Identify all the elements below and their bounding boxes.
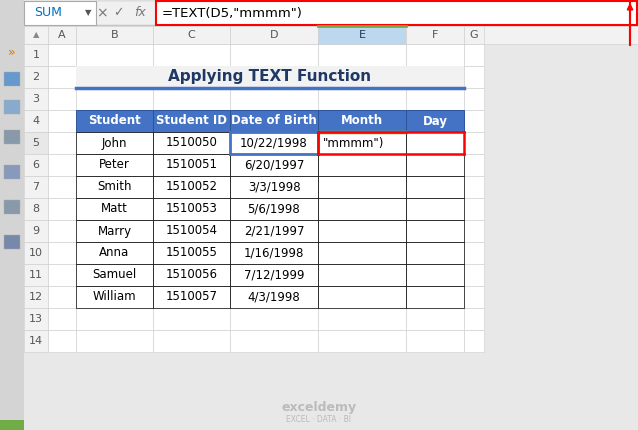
Text: fx: fx: [134, 6, 146, 19]
Text: 5/6/1998: 5/6/1998: [248, 203, 300, 215]
Text: B: B: [110, 30, 118, 40]
Text: 3/3/1998: 3/3/1998: [248, 181, 300, 194]
Text: 1510051: 1510051: [165, 159, 218, 172]
Text: 2/21/1997: 2/21/1997: [244, 224, 304, 237]
Text: Matt: Matt: [101, 203, 128, 215]
Text: 1: 1: [33, 50, 40, 60]
Text: 10: 10: [29, 248, 43, 258]
Text: 8: 8: [33, 204, 40, 214]
Text: A: A: [58, 30, 66, 40]
Text: 6: 6: [33, 160, 40, 170]
Text: ▼: ▼: [85, 9, 91, 18]
Text: 1510055: 1510055: [166, 246, 218, 259]
Text: William: William: [93, 291, 137, 304]
Text: Student: Student: [88, 114, 141, 128]
Text: 10/22/1998: 10/22/1998: [240, 136, 308, 150]
Text: ▲: ▲: [33, 31, 40, 40]
Text: D: D: [270, 30, 278, 40]
Text: "mmmm"): "mmmm"): [323, 136, 384, 150]
Text: SUM: SUM: [34, 6, 62, 19]
Text: »: »: [8, 46, 16, 58]
Text: E: E: [359, 30, 366, 40]
Text: 5: 5: [33, 138, 40, 148]
Text: 1510057: 1510057: [165, 291, 218, 304]
Text: 11: 11: [29, 270, 43, 280]
Text: 1510053: 1510053: [166, 203, 218, 215]
Text: Peter: Peter: [99, 159, 130, 172]
Text: Smith: Smith: [97, 181, 132, 194]
Text: 4: 4: [33, 116, 40, 126]
Text: F: F: [432, 30, 438, 40]
Text: Day: Day: [422, 114, 447, 128]
Text: 7/12/1999: 7/12/1999: [244, 268, 304, 282]
Text: 3: 3: [33, 94, 40, 104]
Text: 4/3/1998: 4/3/1998: [248, 291, 300, 304]
Text: Marry: Marry: [98, 224, 131, 237]
Text: 2: 2: [33, 72, 40, 82]
Text: 1/16/1998: 1/16/1998: [244, 246, 304, 259]
Text: EXCEL · DATA · BI: EXCEL · DATA · BI: [286, 415, 352, 424]
Text: 1510056: 1510056: [165, 268, 218, 282]
Text: Applying TEXT Function: Applying TEXT Function: [168, 70, 371, 85]
Text: 13: 13: [29, 314, 43, 324]
Text: C: C: [188, 30, 195, 40]
Text: 6/20/1997: 6/20/1997: [244, 159, 304, 172]
Text: ×: ×: [96, 6, 108, 20]
Text: Month: Month: [341, 114, 383, 128]
Text: 9: 9: [33, 226, 40, 236]
Text: 1510052: 1510052: [165, 181, 218, 194]
Text: ✓: ✓: [113, 6, 123, 19]
Text: Samuel: Samuel: [93, 268, 137, 282]
Text: 7: 7: [33, 182, 40, 192]
Text: Date of Birth: Date of Birth: [231, 114, 317, 128]
Text: exceldemy: exceldemy: [281, 402, 357, 415]
Text: 1510050: 1510050: [166, 136, 218, 150]
Text: G: G: [470, 30, 478, 40]
Text: =TEXT(D5,"mmmm"): =TEXT(D5,"mmmm"): [162, 6, 303, 19]
Text: Anna: Anna: [100, 246, 130, 259]
Text: John: John: [101, 136, 127, 150]
Text: 14: 14: [29, 336, 43, 346]
Text: Student ID: Student ID: [156, 114, 227, 128]
Text: 1510054: 1510054: [165, 224, 218, 237]
Text: 12: 12: [29, 292, 43, 302]
